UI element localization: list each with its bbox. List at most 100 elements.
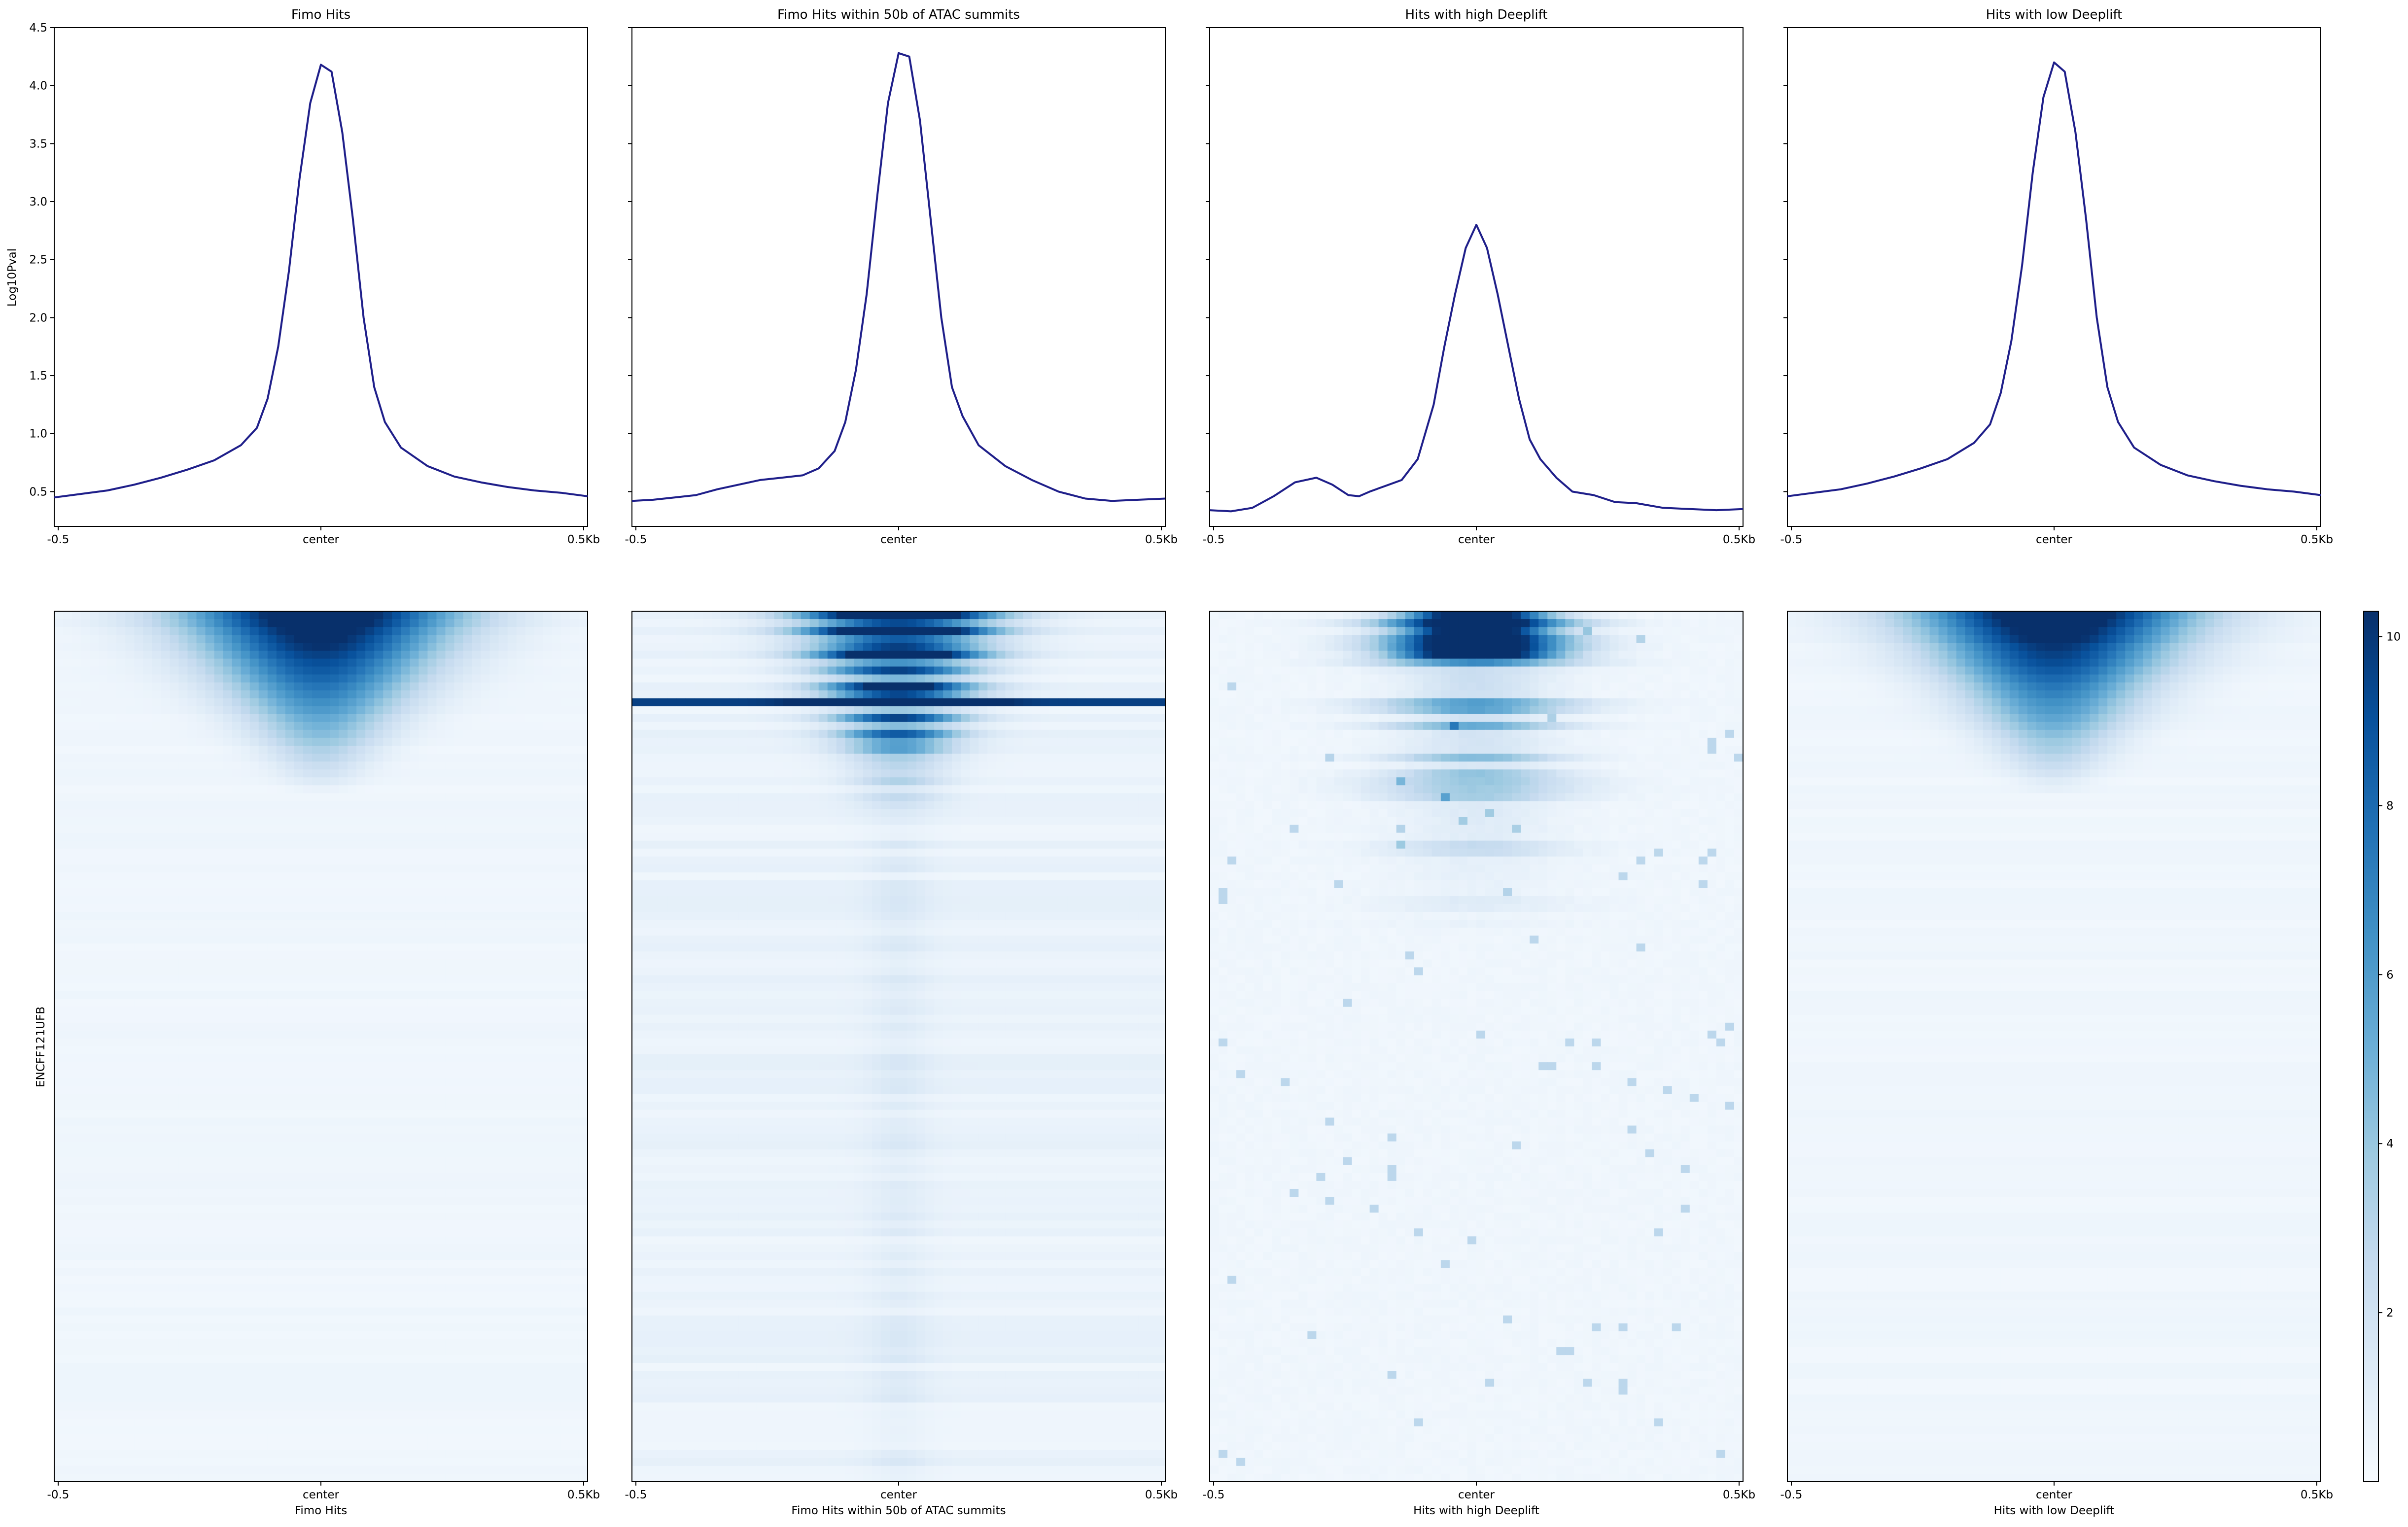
heatmap-cell	[152, 666, 161, 675]
heatmap-cell	[312, 722, 321, 730]
heatmap-cell	[63, 1197, 72, 1205]
heatmap-cell	[54, 1054, 64, 1063]
heatmap-cell	[348, 1006, 357, 1015]
heatmap-cell	[419, 737, 428, 746]
heatmap-cell	[285, 1133, 295, 1142]
heatmap-cell	[196, 896, 206, 904]
heatmap-cell	[481, 967, 490, 976]
heatmap-cell	[187, 951, 197, 960]
heatmap-cell	[81, 1173, 90, 1181]
heatmap-cell	[445, 912, 455, 920]
heatmap-cell	[445, 959, 455, 968]
heatmap-cell	[365, 627, 375, 635]
heatmap-cell	[285, 682, 295, 691]
heatmap-cell	[187, 888, 197, 897]
heatmap-cell	[134, 833, 143, 841]
heatmap-cell	[401, 627, 410, 635]
heatmap-cell	[489, 1078, 499, 1086]
heatmap-cell	[356, 1030, 366, 1039]
heatmap-cell	[134, 1006, 143, 1015]
heatmap-cell	[258, 967, 268, 976]
heatmap-cell	[427, 1141, 437, 1150]
heatmap-cell	[392, 864, 401, 873]
heatmap-cell	[374, 682, 384, 691]
heatmap-cell	[507, 706, 517, 715]
heatmap-cell	[436, 809, 446, 818]
heatmap-cell	[125, 864, 135, 873]
heatmap-cell	[178, 920, 188, 928]
heatmap-cell	[276, 722, 286, 730]
heatmap-cell	[54, 729, 64, 738]
heatmap-cell	[534, 1173, 544, 1181]
heatmap-cell	[99, 983, 108, 992]
heatmap-cell	[445, 643, 455, 651]
heatmap-cell	[348, 999, 357, 1007]
heatmap-cell	[392, 1213, 401, 1221]
heatmap-cell	[356, 769, 366, 778]
heatmap-cell	[54, 833, 64, 841]
heatmap-cell	[81, 729, 90, 738]
heatmap-cell	[560, 959, 570, 968]
heatmap-cell	[170, 714, 179, 723]
heatmap-cell	[143, 872, 152, 881]
heatmap-cell	[516, 809, 526, 818]
heatmap-cell	[187, 651, 197, 659]
heatmap-cell	[401, 714, 410, 723]
heatmap-cell	[339, 769, 348, 778]
heatmap-cell	[401, 1236, 410, 1245]
heatmap-cell	[249, 1046, 259, 1055]
heatmap-cell	[214, 967, 224, 976]
heatmap-cell	[63, 1110, 72, 1118]
heatmap-cell	[374, 943, 384, 952]
heatmap-cell	[116, 959, 126, 968]
heatmap-cell	[63, 1102, 72, 1111]
heatmap-cell	[489, 1236, 499, 1245]
heatmap-cell	[107, 848, 117, 857]
heatmap-cell	[214, 690, 224, 699]
heatmap-cell	[445, 951, 455, 960]
heatmap-cell	[427, 1054, 437, 1063]
heatmap-cell	[419, 848, 428, 857]
heatmap-cell	[383, 1102, 392, 1111]
heatmap-cell	[330, 975, 339, 984]
heatmap-cell	[374, 840, 384, 849]
heatmap-cell	[356, 809, 366, 818]
heatmap-cell	[90, 864, 99, 873]
heatmap-cell	[99, 1102, 108, 1111]
heatmap-cell	[383, 880, 392, 889]
heatmap-cell	[436, 785, 446, 794]
heatmap-cell	[116, 848, 126, 857]
heatmap-cell	[276, 872, 286, 881]
heatmap-cell	[116, 872, 126, 881]
heatmap-cell	[232, 1197, 242, 1205]
heatmap-cell	[178, 1117, 188, 1126]
heatmap-cell	[178, 643, 188, 651]
heatmap-cell	[285, 1038, 295, 1047]
heatmap-cell	[454, 785, 464, 794]
heatmap-cell	[152, 825, 161, 833]
heatmap-cell	[196, 1054, 206, 1063]
heatmap-cell	[445, 896, 455, 904]
heatmap-cell	[401, 872, 410, 881]
heatmap-cell	[54, 1213, 64, 1221]
heatmap-cell	[90, 896, 99, 904]
heatmap-cell	[107, 809, 117, 818]
heatmap-cell	[276, 1165, 286, 1174]
heatmap-cell	[552, 1094, 561, 1102]
heatmap-cell	[81, 999, 90, 1007]
heatmap-cell	[436, 1125, 446, 1134]
heatmap-cell	[321, 785, 330, 794]
heatmap-cell	[543, 983, 553, 992]
heatmap-cell	[560, 1173, 570, 1181]
heatmap-cell	[445, 745, 455, 754]
heatmap-cell	[161, 729, 171, 738]
heatmap-cell	[187, 999, 197, 1007]
heatmap-cell	[543, 1141, 553, 1150]
heatmap-cell	[241, 1165, 250, 1174]
heatmap-cell	[569, 864, 579, 873]
heatmap-cell	[258, 769, 268, 778]
heatmap-cell	[410, 706, 419, 715]
heatmap-cell	[81, 643, 90, 651]
heatmap-cell	[276, 706, 286, 715]
heatmap-cell	[134, 659, 143, 667]
